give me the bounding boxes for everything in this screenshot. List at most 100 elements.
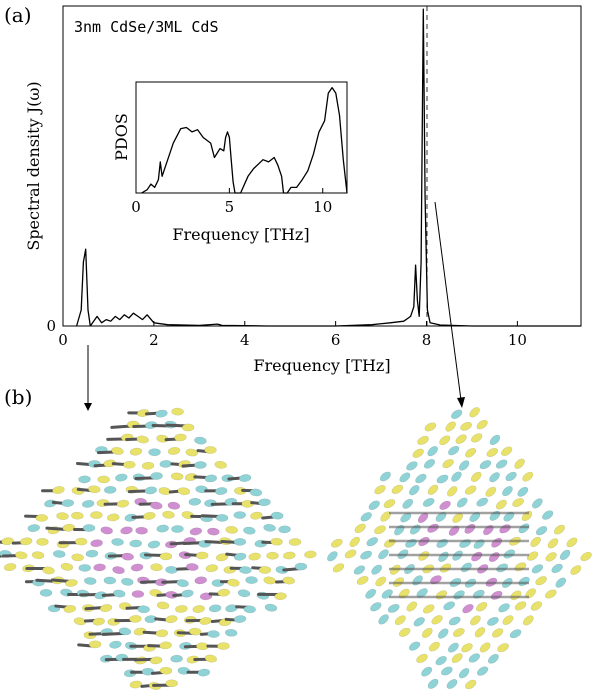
panel-a-label: (a): [4, 3, 32, 27]
atom: [438, 628, 449, 639]
atom: [464, 523, 476, 534]
atom: [165, 679, 178, 688]
atom: [204, 654, 218, 663]
atom: [92, 617, 105, 626]
atom: [370, 602, 382, 612]
atom: [501, 446, 513, 457]
nanocrystal-high-frequency-mode: [327, 407, 592, 690]
atom: [136, 435, 149, 444]
atom: [194, 576, 207, 585]
atom: [214, 460, 227, 469]
atom: [233, 511, 246, 519]
atom: [502, 615, 514, 625]
atom: [387, 603, 400, 613]
atom: [208, 604, 222, 613]
atom: [465, 447, 477, 458]
atom: [499, 524, 511, 534]
atom: [514, 458, 525, 469]
main-x-tick-label-10: 10: [508, 331, 527, 349]
atom: [422, 497, 435, 507]
atom: [427, 678, 439, 689]
atom: [332, 563, 345, 573]
atom: [71, 553, 84, 562]
atom: [465, 679, 477, 690]
atom: [374, 485, 386, 495]
atom: [167, 447, 181, 455]
atom: [143, 512, 156, 520]
atom: [442, 459, 454, 469]
main-x-tick-label-2: 2: [149, 331, 159, 349]
atom: [441, 666, 453, 676]
inset-x-tick-label-0: 0: [131, 198, 141, 216]
atom: [264, 603, 278, 612]
atom: [63, 605, 77, 613]
atom: [448, 616, 461, 626]
atom: [243, 605, 256, 614]
atom: [405, 538, 417, 548]
atom: [495, 459, 508, 469]
atom: [360, 550, 372, 560]
atom: [375, 576, 387, 587]
atom: [239, 566, 252, 574]
atom: [553, 524, 565, 535]
atom: [510, 590, 522, 601]
atom: [422, 604, 435, 614]
atom: [378, 549, 389, 560]
atom: [436, 538, 448, 548]
atom: [36, 538, 49, 546]
atom: [238, 474, 252, 482]
atom: [474, 627, 486, 638]
atom: [417, 435, 429, 445]
atom: [531, 564, 544, 574]
atom: [207, 630, 220, 638]
atom: [56, 512, 69, 520]
atom: [113, 589, 126, 598]
atom: [458, 668, 470, 679]
atom: [535, 576, 547, 586]
atom: [90, 511, 103, 519]
atom: [144, 486, 158, 495]
atom: [471, 551, 483, 562]
atom: [74, 537, 88, 546]
atom: [188, 627, 202, 636]
atom: [439, 435, 451, 446]
atom: [148, 448, 161, 457]
atom: [165, 615, 178, 624]
main-x-tick-label-4: 4: [240, 331, 250, 349]
atom: [406, 461, 418, 471]
atom: [438, 551, 449, 563]
atom: [366, 537, 379, 547]
atom: [545, 589, 557, 599]
atom: [409, 524, 421, 535]
atom: [233, 537, 247, 546]
atom: [451, 471, 462, 482]
atom: [248, 552, 261, 561]
atom: [263, 576, 276, 585]
atom: [354, 523, 366, 534]
atom: [521, 510, 533, 522]
atom: [35, 514, 48, 522]
atom: [451, 409, 463, 420]
atom: [447, 486, 458, 497]
atom: [282, 576, 295, 585]
atom: [250, 511, 263, 520]
high-mode-arrowhead: [457, 397, 465, 408]
atom: [207, 527, 220, 536]
atom: [327, 551, 338, 562]
atom: [427, 523, 439, 533]
atom: [274, 592, 287, 601]
atom: [294, 562, 308, 571]
atom: [170, 472, 184, 481]
atom: [237, 589, 251, 598]
atom: [490, 590, 503, 600]
atom: [39, 589, 53, 597]
atom: [88, 485, 101, 494]
atom: [118, 627, 132, 636]
main-series-lines: [75, 8, 581, 327]
atom: [133, 627, 147, 636]
atom: [171, 525, 184, 533]
atom: [258, 498, 271, 507]
atom: [461, 643, 473, 653]
inset-x-tick-label-10: 10: [313, 198, 332, 216]
